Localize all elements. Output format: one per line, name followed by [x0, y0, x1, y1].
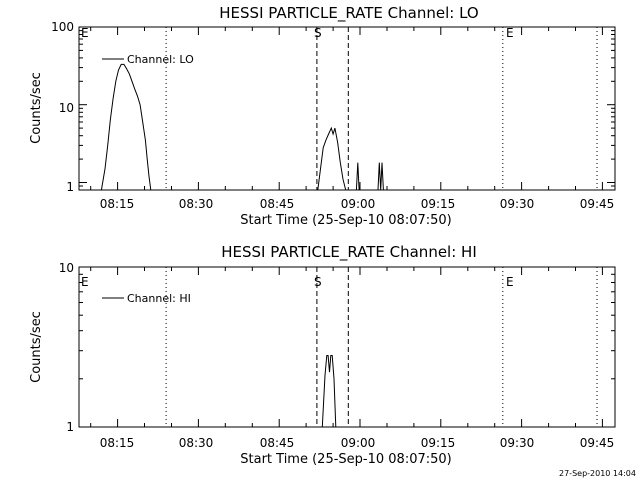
y-tick-label: 1 — [66, 420, 74, 434]
y-tick-marks — [79, 26, 615, 191]
legend-label: Channel: HI — [127, 292, 191, 305]
data-series — [100, 63, 384, 191]
plot-frame — [78, 266, 616, 428]
series-line — [100, 63, 152, 191]
x-tick-label: 09:30 — [500, 436, 535, 450]
y-tick-marks — [79, 266, 615, 428]
x-tick-marks — [90, 267, 603, 427]
x-tick-label: 09:15 — [421, 197, 456, 211]
legend-label: Channel: LO — [127, 53, 194, 66]
data-series — [321, 355, 337, 428]
end-marker: E — [506, 26, 514, 40]
x-tick-label: 09:15 — [421, 436, 456, 450]
x-axis-label: Start Time (25-Sep-10 08:07:50) — [240, 213, 451, 228]
y-tick-label: 10 — [59, 261, 74, 275]
x-tick-label: 09:00 — [341, 436, 376, 450]
generated-timestamp: 27-Sep-2010 14:04 — [559, 469, 636, 478]
y-tick-label: 100 — [51, 20, 74, 34]
series-line — [377, 162, 384, 191]
start-marker: S — [314, 275, 322, 289]
series-line — [355, 162, 360, 191]
x-tick-marks — [90, 27, 603, 190]
x-tick-label: 08:30 — [179, 197, 214, 211]
x-tick-label: 08:30 — [179, 436, 214, 450]
chart-title: HESSI PARTICLE_RATE Channel: LO — [219, 4, 478, 23]
end-marker: E — [506, 275, 514, 289]
y-axis-label: Counts/sec — [29, 72, 44, 144]
chart-title: HESSI PARTICLE_RATE Channel: HI — [221, 243, 477, 262]
series-line — [317, 126, 347, 191]
x-tick-label: 08:15 — [100, 436, 135, 450]
x-tick-label: 09:30 — [500, 197, 535, 211]
event-lines — [165, 27, 598, 190]
x-tick-label: 09:00 — [341, 197, 376, 211]
start-marker: S — [314, 26, 322, 40]
chart-hi: HESSI PARTICLE_RATE Channel: HI 10 1 08:… — [29, 243, 616, 467]
edge-marker: E — [81, 275, 89, 289]
x-tick-label: 08:45 — [260, 197, 295, 211]
x-tick-label: 09:45 — [580, 197, 615, 211]
chart-lo: HESSI PARTICLE_RATE Channel: LO 100 10 1… — [29, 4, 616, 228]
y-axis-label: Counts/sec — [29, 311, 44, 383]
x-tick-label: 08:15 — [100, 197, 135, 211]
series-line — [321, 355, 337, 428]
x-axis-label: Start Time (25-Sep-10 08:07:50) — [240, 452, 451, 467]
plot-frame — [78, 26, 616, 191]
y-tick-label: 1 — [66, 180, 74, 194]
edge-marker: E — [81, 26, 89, 40]
x-tick-label: 09:45 — [580, 436, 615, 450]
event-lines — [165, 267, 598, 427]
x-tick-label: 08:45 — [260, 436, 295, 450]
y-tick-label: 10 — [59, 101, 74, 115]
